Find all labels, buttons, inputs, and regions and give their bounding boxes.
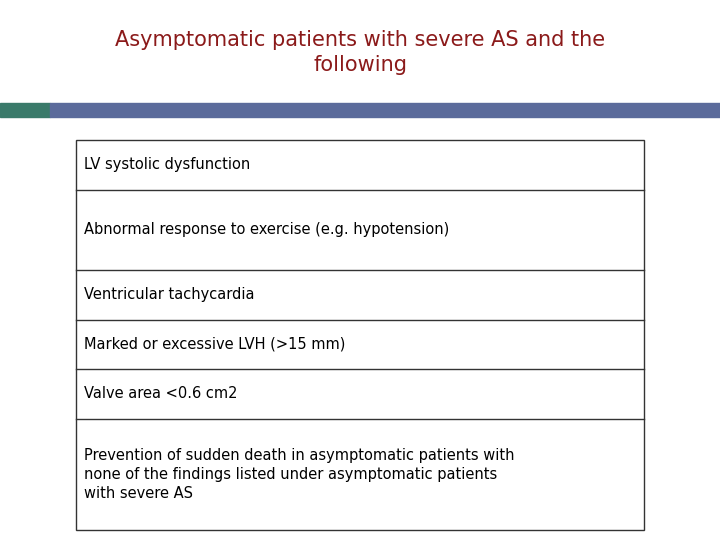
- Bar: [50, 103, 720, 117]
- Text: Valve area <0.6 cm2: Valve area <0.6 cm2: [84, 386, 238, 401]
- Bar: [76, 140, 644, 530]
- Text: Prevention of sudden death in asymptomatic patients with
none of the findings li: Prevention of sudden death in asymptomat…: [84, 448, 515, 501]
- Text: Ventricular tachycardia: Ventricular tachycardia: [84, 287, 254, 302]
- Bar: [0, 103, 50, 117]
- Text: LV systolic dysfunction: LV systolic dysfunction: [84, 157, 251, 172]
- Text: Asymptomatic patients with severe AS and the
following: Asymptomatic patients with severe AS and…: [115, 30, 605, 75]
- Text: Abnormal response to exercise (e.g. hypotension): Abnormal response to exercise (e.g. hypo…: [84, 222, 449, 237]
- Text: Marked or excessive LVH (>15 mm): Marked or excessive LVH (>15 mm): [84, 337, 346, 352]
